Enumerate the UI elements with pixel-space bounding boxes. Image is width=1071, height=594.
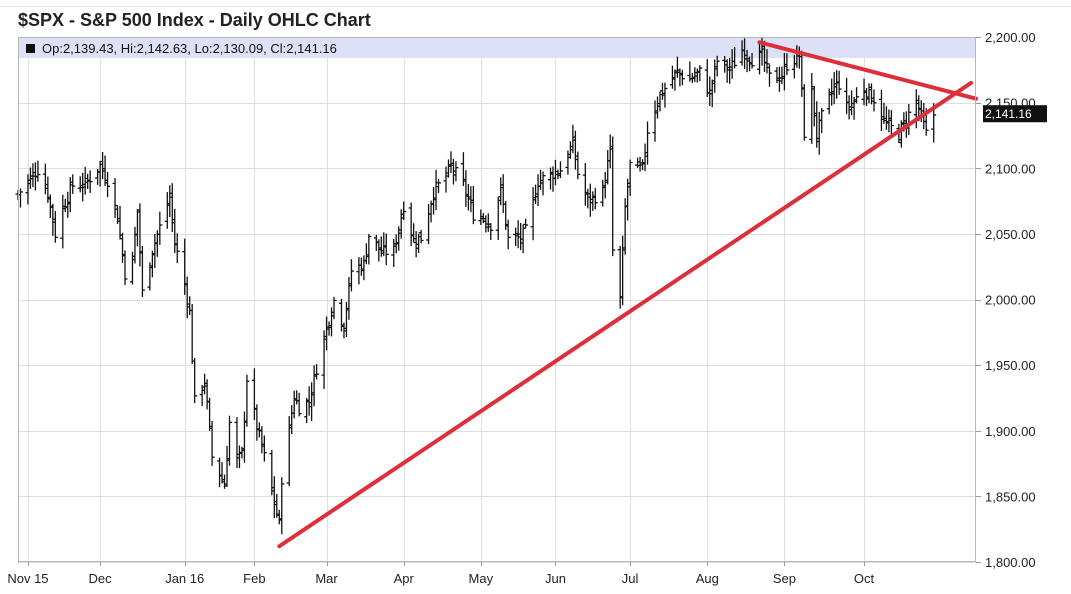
ohlc-bar	[105, 171, 111, 198]
x-tick-label: Oct	[854, 571, 875, 586]
ohlc-info-marker	[26, 44, 35, 53]
x-tick-label: Apr	[394, 571, 415, 586]
x-tick-label: Jun	[545, 571, 566, 586]
ohlc-bar	[261, 435, 267, 462]
trendlines	[277, 40, 978, 549]
y-tick-label: 1,950.00	[985, 358, 1036, 373]
ohlc-bar	[418, 229, 424, 244]
ohlc-bar	[836, 70, 842, 95]
ohlc-bar	[732, 46, 738, 69]
y-tick-label: 1,850.00	[985, 489, 1036, 504]
ohlc-bar	[296, 392, 302, 417]
ohlc-bar	[784, 53, 790, 76]
ohlc-bar	[523, 218, 529, 229]
ohlc-bar	[52, 211, 58, 243]
x-axis: Nov 15 Dec Jan 16 Feb Mar Apr May Jun Jul Aug Sep O…	[7, 562, 875, 586]
y-axis: 1,800.00 1,850.00 1,900.00 1,950.00 2,000.00…	[976, 30, 1036, 570]
ohlc-bar	[366, 233, 372, 265]
y-tick-label: 1,900.00	[985, 424, 1036, 439]
ohlc-bar	[679, 69, 685, 86]
ohlc-bar	[749, 53, 755, 69]
trendline	[277, 80, 974, 549]
ohlc-bar	[209, 421, 215, 466]
ohlc-bar	[714, 55, 720, 77]
x-tick-label: Nov 15	[7, 571, 48, 586]
x-tick-label: Aug	[696, 571, 719, 586]
price-bars	[15, 37, 937, 535]
ohlc-bar	[331, 296, 337, 320]
y-tick-label: 2,100.00	[985, 161, 1036, 176]
ohlc-bar	[488, 223, 494, 240]
y-tick-label: 2,200.00	[985, 30, 1036, 45]
ohlc-bar	[575, 151, 581, 180]
ohlc-bar	[122, 250, 128, 286]
x-tick-label: Dec	[89, 571, 113, 586]
last-price-text: 2,141.16	[985, 107, 1032, 121]
x-tick-label: Jan 16	[165, 571, 204, 586]
ohlc-bar	[888, 110, 894, 135]
ohlc-bar	[112, 178, 118, 218]
ohlc-bar	[453, 161, 459, 182]
ohlc-bar	[348, 259, 354, 292]
y-tick-label: 2,050.00	[985, 227, 1036, 242]
ohlc-bar	[505, 219, 511, 250]
ohlc-bar	[854, 87, 860, 104]
chart-title: $SPX - S&P 500 Index - Daily OHLC Chart	[18, 10, 371, 30]
ohlc-bar	[627, 159, 633, 196]
x-tick-label: Sep	[773, 571, 796, 586]
ohlc-bar	[244, 374, 250, 427]
ohlc-bar	[314, 364, 320, 380]
ohlc-bar	[592, 187, 598, 210]
ohlc-bar	[819, 107, 825, 134]
x-tick-label: Jul	[622, 571, 639, 586]
ohlc-bar	[70, 174, 76, 194]
ohlc-bar	[174, 233, 180, 264]
ohlc-bar	[470, 185, 476, 225]
ohlc-bar	[764, 49, 770, 74]
ohlc-bar	[279, 477, 285, 535]
ohlc-bar	[645, 121, 651, 165]
ohlc-bar	[662, 82, 668, 108]
ohlc-info-text: Op:2,139.43, Hi:2,142.63, Lo:2,130.09, C…	[42, 41, 337, 56]
ohlc-bar	[540, 171, 546, 196]
plot-area	[18, 37, 976, 562]
ohlc-bar	[35, 160, 41, 182]
trendline	[757, 40, 978, 101]
y-tick-label: 2,000.00	[985, 293, 1036, 308]
ohlc-bar	[87, 170, 93, 193]
ohlc-bar	[436, 178, 442, 194]
ohlc-bar	[610, 136, 616, 257]
ohlc-bar	[697, 65, 703, 82]
x-tick-label: Mar	[315, 571, 338, 586]
ohlc-bar	[401, 201, 407, 220]
ohlc-bar	[139, 246, 145, 297]
ohlc-bar	[157, 211, 163, 245]
last-price-tag: 2,141.16	[983, 105, 1047, 123]
plot-frame	[18, 37, 976, 562]
ohlc-bar	[801, 84, 807, 141]
x-tick-label: May	[469, 571, 494, 586]
ohlc-bar	[557, 161, 563, 179]
ohlc-info-band	[19, 38, 975, 58]
ohlc-bar	[766, 64, 772, 87]
ohlc-bar	[192, 358, 198, 404]
ohlc-bar	[227, 415, 233, 466]
y-tick-label: 1,800.00	[985, 555, 1036, 570]
top-divider	[0, 6, 1071, 7]
ohlc-bar	[383, 233, 389, 266]
x-tick-label: Feb	[243, 571, 265, 586]
ohlc-bar	[871, 89, 877, 112]
